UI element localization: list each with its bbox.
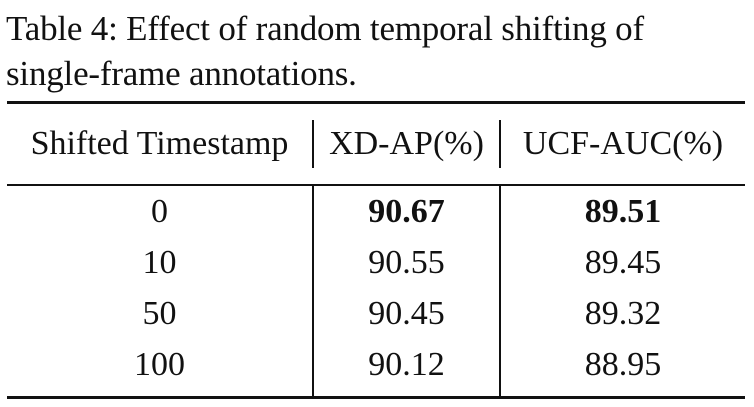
body-divider-1 (312, 186, 314, 396)
row-0-xd-ap: 90.67 (368, 193, 445, 230)
caption-line-2: single-frame annotations. (6, 54, 357, 93)
row-3-shift: 100 (134, 346, 185, 383)
header-ucf-auc: UCF-AUC(%) (522, 125, 724, 162)
row-0-ucf-auc: 89.51 (584, 193, 662, 230)
row-1-xd-ap: 90.55 (368, 244, 445, 281)
table-header-rule (7, 184, 745, 186)
header-divider-1 (312, 120, 314, 168)
header-shifted-timestamp: Shifted Timestamp (30, 125, 289, 162)
row-3-ucf-auc: 88.95 (584, 346, 662, 383)
header-xd-ap: XD-AP(%) (329, 125, 484, 162)
row-2-shift: 50 (142, 295, 177, 332)
body-divider-2 (499, 186, 501, 396)
row-1-shift: 10 (142, 244, 177, 281)
header-divider-2 (499, 120, 501, 168)
row-2-xd-ap: 90.45 (368, 295, 445, 332)
row-3-xd-ap: 90.12 (368, 346, 445, 383)
row-1-ucf-auc: 89.45 (584, 244, 662, 281)
row-0-shift: 0 (151, 193, 168, 230)
caption-line-1: Table 4: Effect of random temporal shift… (6, 9, 644, 48)
table-top-rule (7, 101, 745, 104)
table-caption: Table 4: Effect of random temporal shift… (6, 6, 750, 96)
table-bottom-rule (7, 396, 745, 399)
row-2-ucf-auc: 89.32 (584, 295, 662, 332)
